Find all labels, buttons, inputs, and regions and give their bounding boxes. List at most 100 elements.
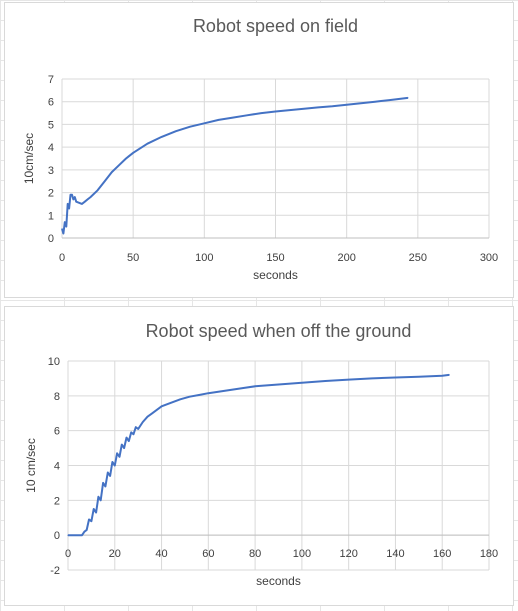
y-tick-label: 2 (48, 188, 54, 200)
y-tick-label: 1 (48, 210, 54, 222)
data-point (254, 385, 256, 387)
data-point (64, 221, 66, 223)
data-point (317, 106, 319, 108)
data-point (394, 376, 396, 379)
data-point (301, 382, 303, 384)
data-point (132, 433, 135, 435)
data-point (69, 194, 72, 196)
data-point (231, 389, 233, 391)
data-point (81, 534, 83, 536)
y-tick-label: 8 (54, 391, 60, 403)
data-point (218, 119, 220, 121)
data-point (114, 464, 116, 467)
chart-1-svg: Robot speed on field 0 1 2 3 4 5 6 7 0 50 100 150 200… (22, 16, 498, 282)
y-tick-label: 0 (54, 530, 60, 542)
data-point (100, 499, 102, 501)
data-point (121, 444, 123, 446)
y-tick-label: 10 (48, 356, 60, 368)
chart-robot-speed-on-field[interactable]: Robot speed on field 0 1 2 3 4 5 6 7 0 50 100 150 200… (4, 2, 514, 298)
data-point (118, 456, 121, 458)
data-point (67, 534, 69, 536)
data-point (123, 447, 125, 449)
data-point (87, 198, 89, 200)
data-point (189, 126, 191, 128)
y-tick-label: 4 (54, 461, 60, 473)
data-point (146, 416, 149, 418)
data-point (93, 508, 95, 510)
y-axis-title: 10cm/sec (22, 133, 36, 184)
data-point (146, 143, 148, 145)
data-point (76, 534, 78, 536)
x-tick-label: 180 (480, 548, 498, 560)
data-point (71, 194, 73, 196)
data-point (289, 109, 291, 111)
data-point (89, 196, 92, 198)
y-tick-label: 2 (54, 495, 60, 507)
data-point (203, 122, 205, 124)
data-point (83, 531, 85, 533)
data-point (81, 203, 83, 205)
data-point (277, 383, 280, 386)
data-point (111, 171, 113, 173)
data-point (360, 102, 362, 104)
data-point (86, 529, 88, 531)
data-point (130, 431, 132, 433)
x-tick-label: 0 (59, 252, 65, 264)
y-tick-label: 5 (48, 119, 54, 131)
data-point (418, 376, 420, 378)
data-point (74, 196, 76, 198)
data-point (125, 437, 128, 439)
data-point (125, 157, 127, 160)
x-tick-label: 250 (409, 252, 427, 264)
data-point (441, 375, 443, 377)
data-point (232, 117, 234, 119)
y-tick-label: 6 (48, 97, 54, 109)
x-tick-label: 40 (155, 548, 167, 560)
data-point (95, 511, 97, 514)
x-tick-label: 160 (433, 548, 451, 560)
data-point (346, 104, 348, 106)
data-point (374, 101, 376, 103)
data-point (219, 390, 221, 393)
data-point (72, 198, 74, 200)
y-tick-label: 7 (48, 74, 54, 86)
data-point (207, 392, 209, 394)
x-tick-label: 100 (293, 548, 311, 560)
x-tick-label: 60 (202, 548, 214, 560)
data-point (179, 398, 181, 400)
x-tick-label: 300 (480, 252, 498, 264)
data-point (104, 485, 106, 487)
data-point (61, 228, 63, 230)
data-point (324, 380, 326, 382)
data-point (132, 152, 134, 154)
y-axis-title: 10 cm/sec (24, 438, 38, 493)
x-tick-label: 20 (109, 548, 121, 560)
data-point (137, 428, 139, 430)
data-point (90, 520, 92, 522)
data-point (242, 387, 244, 389)
chart-robot-speed-off-ground[interactable]: Robot speed when off the ground -2 0 2 4 6 8 10… (4, 306, 514, 606)
x-tick-label: 50 (127, 252, 139, 264)
data-point (388, 99, 390, 101)
data-point (109, 475, 111, 477)
chart-2-svg: Robot speed when off the ground -2 0 2 4 6 8 10… (24, 321, 498, 588)
data-point (97, 496, 99, 498)
data-point (170, 402, 172, 404)
y-tick-label: 3 (48, 165, 54, 177)
data-point (67, 203, 69, 205)
data-point (142, 421, 144, 423)
y-tick-label: 0 (48, 233, 54, 245)
chart-title: Robot speed on field (193, 16, 358, 36)
data-point (331, 105, 333, 107)
data-point (348, 379, 350, 381)
data-point (189, 396, 191, 398)
data-point (274, 110, 277, 113)
data-point (260, 112, 262, 114)
data-point (62, 232, 64, 235)
data-point (175, 130, 177, 132)
data-point (78, 202, 80, 204)
data-point (88, 518, 90, 521)
data-point (135, 426, 137, 428)
y-tick-label: 6 (54, 426, 60, 438)
data-point (102, 482, 104, 484)
